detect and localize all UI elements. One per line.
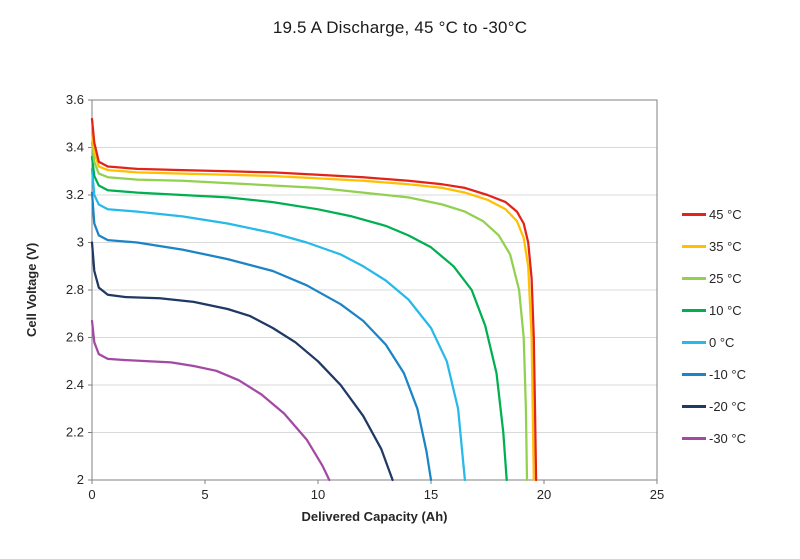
x-tick-label: 5	[201, 487, 208, 502]
series-line-25°C	[90, 141, 529, 482]
y-tick-label: 3.6	[66, 92, 84, 107]
legend-entry: 10 °C	[682, 294, 746, 326]
x-tick-label: 0	[88, 487, 95, 502]
legend-line-swatch	[682, 244, 706, 248]
legend-entry: -30 °C	[682, 422, 746, 454]
legend-line-swatch	[682, 404, 706, 408]
x-tick-label: 10	[311, 487, 325, 502]
series-line-0°C	[90, 167, 467, 482]
legend-line-swatch	[682, 372, 706, 376]
legend-entry: 45 °C	[682, 198, 746, 230]
legend-label: 10 °C	[709, 302, 742, 318]
y-tick-label: 2.8	[66, 282, 84, 297]
x-tick-label: 25	[650, 487, 664, 502]
legend-line-swatch	[682, 308, 706, 312]
y-tick-label: 3	[77, 235, 84, 250]
legend-line-swatch	[682, 212, 706, 216]
series-line--10°C	[90, 191, 433, 482]
legend-line-swatch	[682, 436, 706, 440]
series-line--20°C	[90, 241, 394, 482]
series-line-45°C	[90, 117, 538, 482]
legend-entry: 0 °C	[682, 326, 746, 358]
x-axis-label: Delivered Capacity (Ah)	[301, 509, 448, 524]
legend-label: 0 °C	[709, 334, 735, 350]
chart-title: 19.5 A Discharge, 45 °C to -30°C	[272, 18, 528, 37]
y-tick-label: 2.6	[66, 330, 84, 345]
y-tick-label: 3.4	[66, 140, 84, 155]
y-tick-label: 2	[77, 472, 84, 487]
legend-label: -10 °C	[709, 366, 746, 382]
legend: 45 °C 35 °C 25 °C 10 °C 0 °C -10 °C -20 °C -30 …	[682, 198, 746, 454]
legend-entry: 35 °C	[682, 230, 746, 262]
legend-line-swatch	[682, 276, 706, 280]
legend-label: 25 °C	[709, 270, 742, 286]
legend-entry: 25 °C	[682, 262, 746, 294]
legend-label: 35 °C	[709, 238, 742, 254]
series-line-10°C	[90, 155, 508, 482]
x-tick-label: 15	[424, 487, 438, 502]
y-tick-label: 2.2	[66, 425, 84, 440]
series-line--30°C	[90, 319, 331, 482]
x-tick-label: 20	[537, 487, 551, 502]
legend-label: -20 °C	[709, 398, 746, 414]
legend-label: -30 °C	[709, 430, 746, 446]
legend-label: 45 °C	[709, 206, 742, 222]
y-tick-label: 2.4	[66, 377, 84, 392]
legend-entry: -20 °C	[682, 390, 746, 422]
legend-line-swatch	[682, 340, 706, 344]
legend-entry: -10 °C	[682, 358, 746, 390]
y-tick-label: 3.2	[66, 187, 84, 202]
series-line-35°C	[90, 132, 535, 482]
